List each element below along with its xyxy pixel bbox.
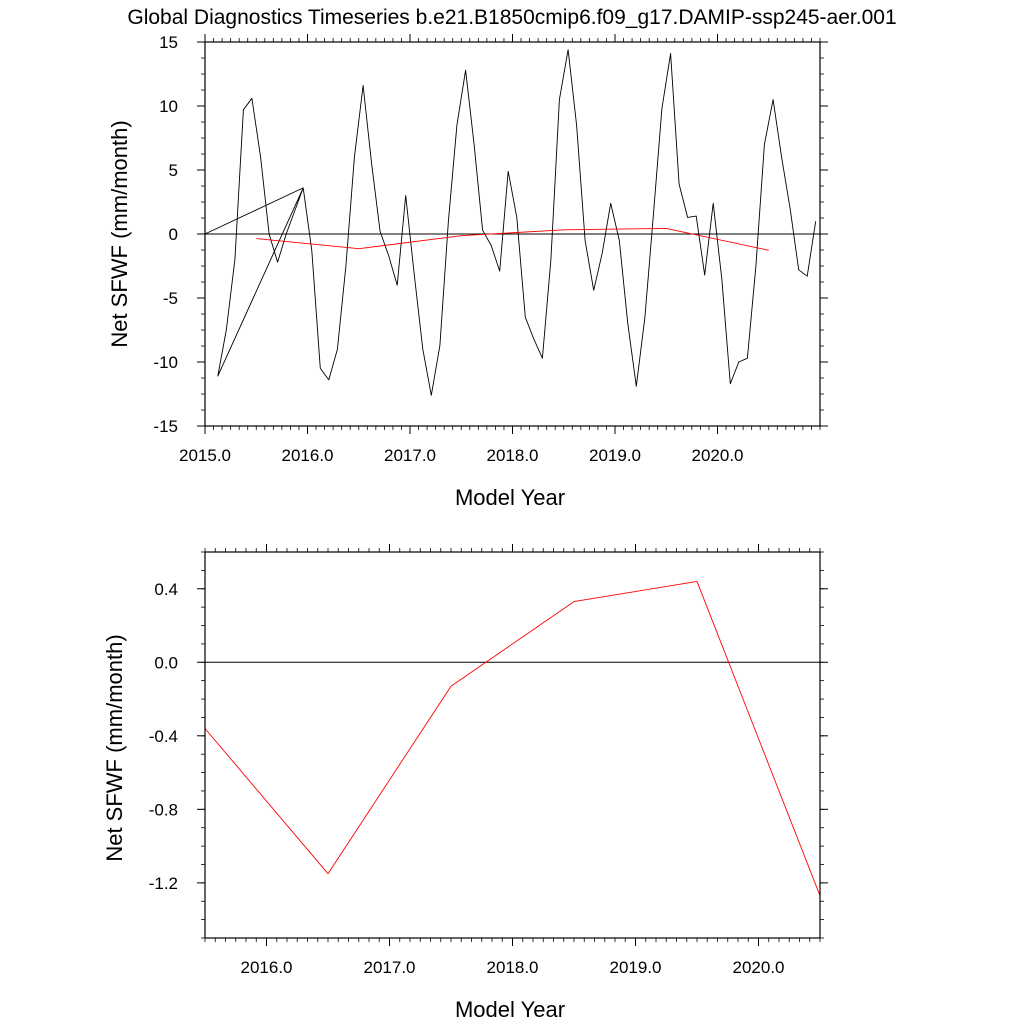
bottom-x-tick-label: 2020.0 [733, 958, 785, 977]
bottom-panel: Model Year Net SFWF (mm/month) 2016.0 201… [102, 544, 828, 1022]
top-x-tick-label: 2017.0 [384, 446, 436, 465]
bottom-y-tick-label: -1.2 [149, 874, 178, 893]
top-x-axis-label: Model Year [455, 485, 565, 510]
top-x-tick-label: 2019.0 [589, 446, 641, 465]
top-y-tick-label: -10 [153, 353, 178, 372]
top-y-tick-label: -5 [163, 289, 178, 308]
bottom-y-tick-label: -0.8 [149, 800, 178, 819]
bottom-y-axis-label: Net SFWF (mm/month) [102, 634, 127, 861]
bottom-y-tick-label: -0.4 [149, 727, 178, 746]
bottom-x-tick-label: 2016.0 [241, 958, 293, 977]
top-x-tick-label: 2018.0 [487, 446, 539, 465]
bottom-y-tick-label: 0.0 [154, 653, 178, 672]
top-y-axis-label: Net SFWF (mm/month) [107, 120, 132, 347]
top-y-tick-label: 0 [169, 225, 178, 244]
figure-title: Global Diagnostics Timeseries b.e21.B185… [127, 6, 896, 29]
top-x-tick-label: 2015.0 [179, 446, 231, 465]
bottom-plot-frame [204, 551, 821, 939]
top-x-tick-label: 2020.0 [692, 446, 744, 465]
top-x-tick-label: 2016.0 [282, 446, 334, 465]
top-y-tick-label: 15 [159, 33, 178, 52]
bottom-y-tick-label: 0.4 [154, 580, 178, 599]
top-annual-mean-line [256, 227, 769, 251]
top-monthly-line [204, 49, 817, 396]
top-y-tick-label: 5 [169, 161, 178, 180]
bottom-x-tick-label: 2019.0 [610, 958, 662, 977]
bottom-x-tick-label: 2017.0 [364, 958, 416, 977]
bottom-annual-mean-line [204, 580, 821, 896]
bottom-x-tick-label: 2018.0 [487, 958, 539, 977]
top-y-tick-label: -15 [153, 417, 178, 436]
top-y-tick-label: 10 [159, 97, 178, 116]
bottom-x-axis-label: Model Year [455, 997, 565, 1022]
top-panel: Model Year Net SFWF (mm/month) 2015.0 201… [107, 33, 828, 510]
